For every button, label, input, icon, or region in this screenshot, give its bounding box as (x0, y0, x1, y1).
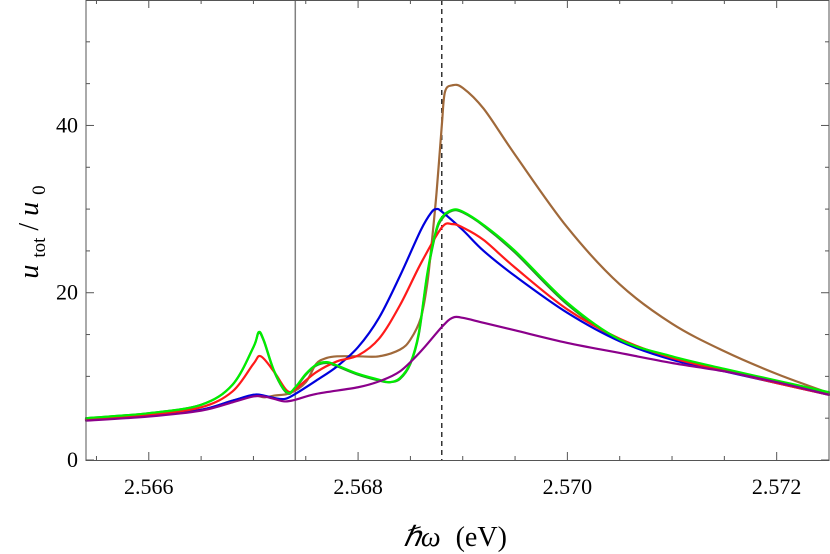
y-tick-label: 20 (56, 280, 78, 305)
series-line-3 (84, 207, 830, 421)
y-axis-sub1: tot (29, 237, 50, 258)
series-line-4 (84, 222, 830, 421)
series-line-5 (84, 208, 830, 420)
y-tick-label: 40 (56, 112, 78, 137)
x-axis-symbol: ℏω (403, 522, 441, 553)
y-tick-label: 0 (67, 447, 78, 472)
plot-border (85, 0, 830, 461)
x-tick-label: 2.566 (124, 474, 174, 499)
reference-lines (294, 0, 443, 460)
y-axis-slash: / (14, 223, 45, 231)
y-axis-sub2: 0 (29, 185, 50, 195)
y-tick-labels: 0 20 40 (56, 112, 78, 472)
y-axis-u2: u (14, 202, 45, 216)
x-axis-label: ℏω (eV) (403, 522, 507, 553)
tick-marks (86, 0, 830, 461)
x-tick-label: 2.572 (752, 474, 802, 499)
series-line-6 (84, 315, 830, 422)
plot-frame (85, 0, 830, 461)
series-line-1 (84, 209, 830, 420)
x-axis-unit: (eV) (456, 522, 507, 553)
y-axis-label: u tot / u 0 (14, 185, 52, 278)
series-lines (84, 83, 830, 422)
y-axis-u1: u (14, 265, 45, 279)
x-tick-label: 2.568 (333, 474, 383, 499)
x-tick-labels: 2.566 2.568 2.570 2.572 (124, 474, 801, 499)
x-tick-label: 2.570 (543, 474, 593, 499)
